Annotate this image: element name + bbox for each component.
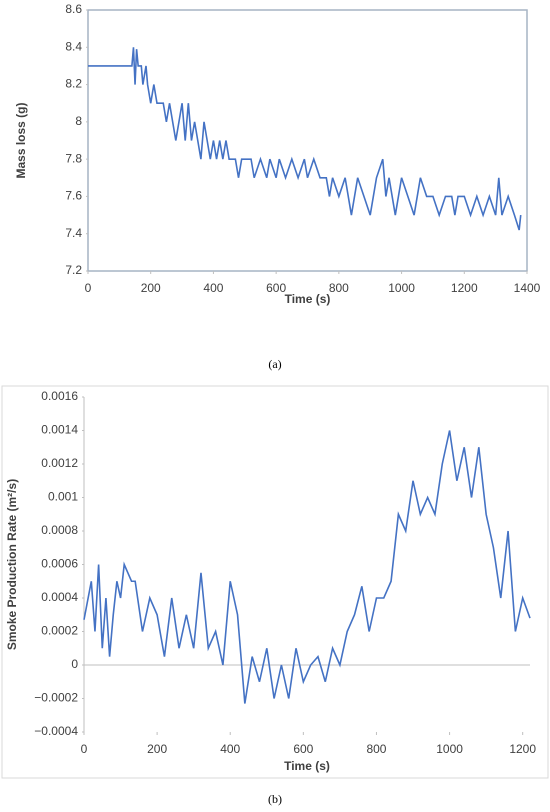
x-tick-label: 600 [293, 742, 313, 756]
y-tick-label: 0.0016 [41, 389, 78, 403]
chart-frame [1, 385, 549, 779]
x-tick-label: 600 [266, 281, 286, 295]
x-tick-label: 1200 [451, 281, 478, 295]
y-tick-label: 0.0004 [41, 590, 78, 604]
x-tick-label: 400 [220, 742, 240, 756]
x-tick-label: 200 [147, 742, 167, 756]
x-tick-label: 200 [141, 281, 161, 295]
x-axis-label: Time (s) [285, 292, 331, 306]
y-tick-label: 8.4 [65, 39, 82, 53]
y-tick-label: 7.8 [65, 151, 82, 165]
x-tick-label: 1000 [436, 742, 463, 756]
y-tick-label: 0.001 [48, 490, 78, 504]
caption: (a) [268, 357, 281, 371]
y-tick-label: 8.6 [65, 2, 82, 16]
y-tick-label: 0 [71, 657, 78, 671]
y-tick-label: 0.0002 [41, 624, 78, 638]
chart-frame [1, 1, 549, 303]
x-tick-label: 800 [366, 742, 386, 756]
caption: (b) [268, 792, 282, 806]
plot-frame [87, 9, 528, 272]
y-axis-label: Smoke Production Rate (m²/s) [5, 479, 19, 650]
y-tick-label: 0.0006 [41, 557, 78, 571]
y-axis-label: Mass loss (g) [14, 102, 28, 178]
y-tick-label: 7.2 [65, 263, 82, 277]
x-tick-label: 0 [85, 281, 92, 295]
y-tick-label: 7.6 [65, 189, 82, 203]
y-tick-label: −0.0004 [34, 724, 78, 738]
x-tick-label: 1200 [509, 742, 536, 756]
x-axis-label: Time (s) [284, 759, 330, 773]
x-tick-label: 1000 [388, 281, 415, 295]
y-tick-label: −0.0002 [34, 691, 78, 705]
y-tick-label: 8 [75, 114, 82, 128]
y-tick-label: 0.0012 [41, 456, 78, 470]
y-tick-label: 8.2 [65, 77, 82, 91]
x-tick-label: 400 [203, 281, 223, 295]
data-line [83, 430, 531, 704]
y-tick-label: 0.0014 [41, 423, 78, 437]
x-tick-label: 0 [81, 742, 88, 756]
x-tick-label: 1400 [514, 281, 541, 295]
y-tick-label: 7.4 [65, 226, 82, 240]
x-tick-label: 800 [329, 281, 349, 295]
data-line [88, 47, 522, 231]
y-tick-label: 0.0008 [41, 523, 78, 537]
